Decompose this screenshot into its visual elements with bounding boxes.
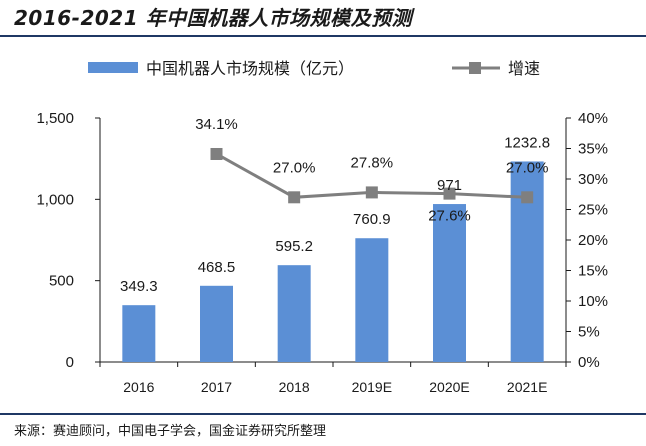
- y-right-tick-label: 10%: [578, 293, 608, 310]
- y-right-tick-label: 15%: [578, 263, 608, 280]
- chart-title: 2016-2021 年中国机器人市场规模及预测: [14, 6, 413, 30]
- axes: 0 500 1,000 1,500 0% 5% 10% 15% 20% 25% 30% 35% 40% 2…: [36, 110, 608, 395]
- x-tick-label: 2019E: [352, 379, 392, 395]
- data-labels: 349.3 468.5 595.2 760.9 971 1232.8 34.1% 27.0% 2…: [120, 116, 550, 295]
- bar-value-label: 349.3: [120, 278, 158, 295]
- y-right-tick-label: 20%: [578, 232, 608, 249]
- bar: [433, 204, 466, 362]
- y-right-tick-label: 25%: [578, 202, 608, 219]
- bar-value-label: 760.9: [353, 211, 391, 228]
- x-tick-label: 2016: [123, 379, 154, 395]
- bar: [200, 285, 233, 362]
- growth-value-label: 27.6%: [428, 208, 471, 225]
- y-left-tick-label: 1,500: [36, 110, 74, 127]
- legend-marker: [469, 62, 481, 74]
- legend-label-bar: 中国机器人市场规模（亿元）: [146, 59, 354, 78]
- bar-value-label: 468.5: [198, 259, 236, 276]
- chart: 中国机器人市场规模（亿元） 增速 0 500 1,000 1,500 0% 5% 10% 15…: [36, 59, 608, 395]
- growth-marker: [210, 147, 223, 160]
- legend: 中国机器人市场规模（亿元） 增速: [88, 59, 540, 78]
- y-left-tick-label: 500: [49, 273, 74, 290]
- y-right-tick-label: 40%: [578, 110, 608, 127]
- bar: [355, 238, 389, 362]
- growth-value-label: 34.1%: [195, 116, 238, 133]
- y-left-tick-label: 1,000: [36, 191, 74, 208]
- x-tick-label: 2020E: [429, 379, 469, 395]
- source-note: 来源：赛迪顾问，中国电子学会，国金证券研究所整理: [14, 424, 327, 439]
- y-right-tick-label: 30%: [578, 171, 608, 188]
- growth-value-label: 27.0%: [506, 159, 549, 176]
- y-left-tick-label: 0: [66, 354, 74, 371]
- bar-value-label: 1232.8: [504, 134, 550, 151]
- growth-value-label: 27.8%: [351, 154, 394, 171]
- legend-swatch-bar: [88, 62, 138, 73]
- footer-divider: [0, 413, 646, 415]
- growth-value-label: 27.0%: [273, 159, 316, 176]
- x-tick-label: 2017: [201, 379, 232, 395]
- growth-marker: [365, 186, 378, 199]
- growth-marker: [288, 191, 301, 204]
- x-tick-label: 2018: [279, 379, 310, 395]
- legend-label-line: 增速: [508, 59, 540, 78]
- bar: [122, 305, 156, 362]
- line-series: [210, 147, 534, 204]
- bar-value-label: 595.2: [275, 238, 313, 255]
- y-right-tick-label: 5%: [578, 324, 600, 341]
- x-tick-label: 2021E: [507, 379, 547, 395]
- bar: [277, 265, 311, 362]
- growth-marker: [443, 187, 456, 200]
- bar-value-label: 971: [437, 177, 462, 194]
- title-divider: [0, 35, 646, 37]
- y-right-tick-label: 35%: [578, 141, 608, 158]
- growth-marker: [521, 191, 534, 204]
- y-right-tick-label: 0%: [578, 354, 600, 371]
- bar-series: [122, 161, 544, 362]
